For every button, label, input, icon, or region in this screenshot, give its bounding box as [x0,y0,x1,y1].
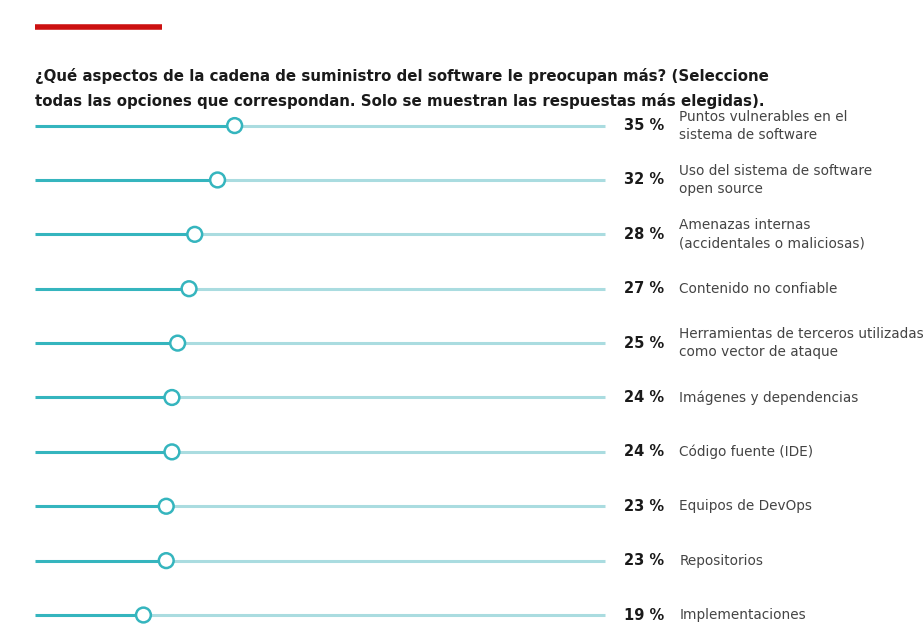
Text: ¿Qué aspectos de la cadena de suministro del software le preocupan más? (Selecci: ¿Qué aspectos de la cadena de suministro… [35,68,769,84]
Text: Equipos de DevOps: Equipos de DevOps [679,499,812,513]
Text: Herramientas de terceros utilizadas
como vector de ataque: Herramientas de terceros utilizadas como… [679,327,924,359]
Ellipse shape [164,390,179,405]
Text: 19 %: 19 % [624,607,664,623]
Text: 27 %: 27 % [624,281,663,296]
Text: 23 %: 23 % [624,498,663,514]
Text: 24 %: 24 % [624,444,663,459]
Text: Amenazas internas
(accidentales o maliciosas): Amenazas internas (accidentales o malici… [679,218,865,251]
Ellipse shape [136,608,151,622]
Text: todas las opciones que correspondan. Solo se muestran las respuestas más elegida: todas las opciones que correspondan. Sol… [35,93,765,109]
Ellipse shape [210,173,225,187]
Text: Uso del sistema de software
open source: Uso del sistema de software open source [679,164,872,196]
Ellipse shape [188,227,202,242]
Text: Imágenes y dependencias: Imágenes y dependencias [679,390,858,404]
Ellipse shape [182,281,197,296]
Text: Código fuente (IDE): Código fuente (IDE) [679,444,813,459]
Text: 23 %: 23 % [624,553,663,568]
Ellipse shape [159,553,174,568]
Ellipse shape [170,336,185,350]
Text: Repositorios: Repositorios [679,554,763,567]
Text: Puntos vulnerables en el
sistema de software: Puntos vulnerables en el sistema de soft… [679,109,847,142]
Text: 24 %: 24 % [624,390,663,405]
Text: Implementaciones: Implementaciones [679,608,806,622]
Text: 25 %: 25 % [624,336,664,350]
Ellipse shape [227,118,242,133]
Text: 32 %: 32 % [624,173,663,187]
Text: 35 %: 35 % [624,118,664,133]
Text: Contenido no confiable: Contenido no confiable [679,281,837,296]
Text: 28 %: 28 % [624,227,664,242]
Ellipse shape [164,444,179,459]
Ellipse shape [159,499,174,514]
